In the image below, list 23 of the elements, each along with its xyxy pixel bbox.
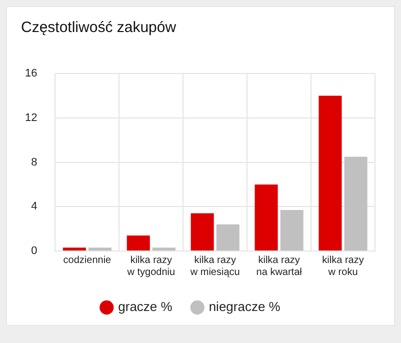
y-tick-label: 4	[31, 200, 38, 213]
y-tick-label: 16	[24, 68, 38, 80]
bar	[62, 248, 86, 250]
bar	[344, 156, 368, 250]
bar	[190, 213, 214, 250]
y-tick-label: 8	[31, 156, 38, 168]
x-tick-label: codziennie	[63, 254, 112, 266]
x-tick-label: kilka razy na kwartał	[256, 254, 303, 278]
x-tick-label: kilka razy w roku	[322, 254, 364, 278]
bar	[216, 224, 240, 250]
y-tick-label: 12	[24, 112, 38, 124]
bar	[126, 235, 150, 250]
bar	[88, 248, 112, 250]
x-tick-label: kilka razy w miesiącu	[189, 254, 240, 278]
legend-label: gracze %	[118, 299, 173, 314]
bar	[254, 184, 278, 250]
bar	[152, 248, 176, 250]
legend-label: niegracze %	[208, 299, 281, 314]
x-tick-label: kilka razy w tygodniu	[126, 254, 176, 278]
y-tick-label: 0	[31, 245, 38, 258]
bar	[318, 96, 342, 250]
bar	[280, 210, 304, 250]
chart-title: Częstotliwość zakupów	[20, 18, 178, 38]
